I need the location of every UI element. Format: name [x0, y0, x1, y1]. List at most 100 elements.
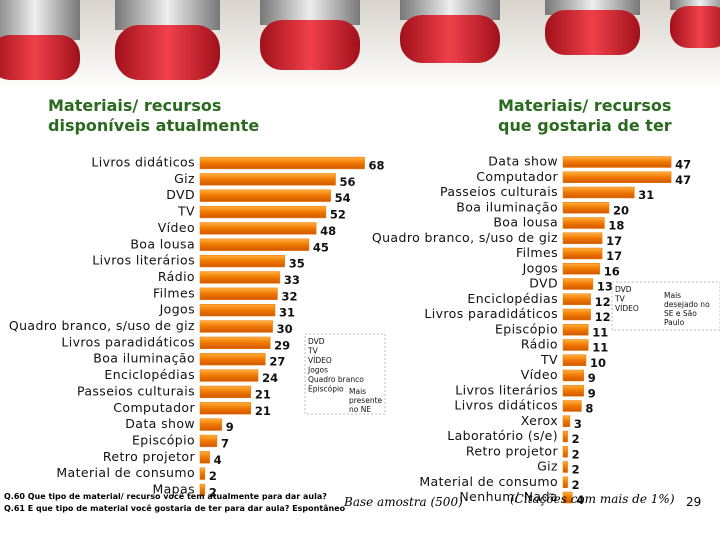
value-label: 47 — [675, 158, 691, 172]
bar — [199, 451, 210, 464]
category-label: Nenhum/ Nada — [459, 489, 558, 504]
value-label: 11 — [592, 341, 608, 355]
bar — [562, 308, 591, 321]
value-label: 2 — [572, 447, 580, 461]
value-label: 20 — [613, 203, 629, 217]
value-label: 30 — [277, 322, 293, 336]
category-label: Episcópio — [132, 432, 195, 447]
category-label: TV — [540, 352, 558, 367]
category-label: Boa iluminação — [456, 199, 558, 214]
value-label: 35 — [289, 257, 305, 271]
bar — [562, 461, 568, 473]
category-label: Livros literários — [92, 253, 195, 268]
annotation-item: VÍDEO — [308, 356, 332, 365]
bar — [199, 483, 206, 497]
category-label: Vídeo — [521, 367, 558, 382]
annotation-box — [304, 333, 386, 415]
category-label: Retro projetor — [103, 449, 196, 464]
value-label: 2 — [572, 478, 580, 492]
category-label: Giz — [537, 459, 558, 474]
bar — [199, 222, 317, 235]
value-label: 21 — [255, 404, 271, 418]
value-label: 33 — [284, 273, 300, 287]
bar — [199, 418, 223, 431]
category-label: Quadro branco, s/uso de giz — [372, 230, 558, 245]
category-label: Filmes — [153, 285, 195, 300]
value-label: 31 — [279, 306, 295, 320]
value-label: 2 — [572, 432, 580, 446]
bar — [562, 354, 587, 366]
bar — [562, 415, 571, 427]
category-label: Boa lousa — [130, 236, 195, 251]
value-label: 4 — [576, 493, 584, 507]
bar — [199, 238, 310, 251]
bar — [199, 353, 266, 366]
category-label: Boa iluminação — [93, 351, 195, 366]
bar — [199, 402, 252, 415]
bar — [562, 430, 568, 443]
bar — [199, 271, 281, 284]
bar — [199, 434, 218, 448]
value-label: 29 — [274, 338, 290, 352]
value-label: 8 — [585, 402, 593, 416]
category-label: Rádio — [521, 337, 558, 352]
category-label: Enciclopédias — [467, 291, 558, 306]
bar — [562, 491, 573, 504]
value-label: 4 — [214, 453, 222, 467]
category-label: Giz — [174, 171, 195, 186]
category-label: Livros paradidáticos — [61, 334, 195, 349]
value-label: 17 — [606, 234, 622, 248]
value-label: 2 — [572, 463, 580, 477]
value-label: 27 — [269, 355, 285, 369]
annotation-box — [611, 281, 720, 331]
annotation-item: DVD — [615, 285, 632, 294]
category-label: Rádio — [158, 269, 195, 284]
page-number: 29 — [686, 495, 702, 509]
category-label: Computador — [113, 400, 195, 415]
bar — [562, 171, 672, 183]
annotation-item: TV — [614, 295, 626, 304]
category-label: Boa lousa — [493, 215, 558, 230]
category-label: Jogos — [159, 302, 195, 317]
category-label: Material de consumo — [419, 474, 558, 489]
value-label: 10 — [590, 356, 606, 370]
category-label: Material de consumo — [56, 465, 195, 480]
question: Q.60 Que tipo de material/ recurso você … — [4, 492, 327, 501]
value-label: 32 — [281, 289, 297, 303]
value-label: 13 — [597, 280, 613, 294]
category-label: Jogos — [522, 260, 558, 275]
value-label: 21 — [255, 387, 271, 401]
base-note: Base amostra (500) — [344, 495, 463, 509]
annotation-item: VÍDEO — [615, 304, 639, 313]
bar — [562, 385, 584, 397]
value-label: 18 — [608, 219, 624, 233]
bar — [199, 320, 273, 333]
value-label: 16 — [604, 264, 620, 278]
value-label: 52 — [330, 208, 346, 222]
annotation-item: Quadro branco — [308, 375, 364, 384]
bar — [562, 247, 603, 260]
chart-title: Materiais/ recursos disponíveis atualmen… — [48, 96, 260, 135]
value-label: 9 — [588, 386, 596, 400]
category-label: Laboratório (s/e) — [447, 428, 558, 443]
category-label: Data show — [125, 416, 195, 431]
bar — [199, 385, 252, 399]
category-label: Vídeo — [158, 220, 195, 235]
category-label: TV — [177, 204, 195, 219]
bar — [199, 467, 206, 480]
value-label: 54 — [335, 191, 351, 205]
value-label: 68 — [369, 159, 385, 173]
bar — [562, 263, 601, 275]
annotation-item: Episcópio — [308, 385, 344, 394]
value-label: 3 — [574, 417, 582, 431]
bar — [562, 339, 589, 351]
bar — [562, 400, 582, 412]
citations-note: (Citações com mais de 1%) — [510, 492, 675, 506]
value-label: 45 — [313, 240, 329, 254]
bar — [562, 446, 568, 458]
category-label: DVD — [166, 187, 195, 202]
category-label: Enciclopédias — [104, 367, 195, 382]
value-label: 31 — [638, 188, 654, 202]
